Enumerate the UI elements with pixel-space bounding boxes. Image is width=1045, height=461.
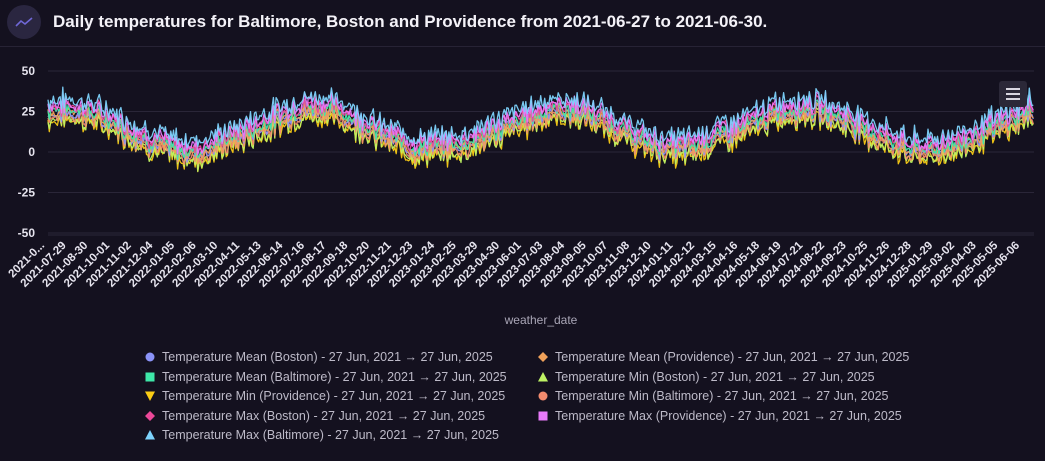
- chart-header: Daily temperatures for Baltimore, Boston…: [0, 0, 1045, 47]
- legend-marker-icon: [143, 389, 157, 403]
- y-tick-label: -50: [18, 226, 36, 240]
- legend-marker-icon: [536, 370, 550, 384]
- legend-label: Temperature Max (Boston) - 27 Jun, 2021 …: [162, 408, 486, 423]
- legend-item[interactable]: Temperature Max (Providence) - 27 Jun, 2…: [536, 407, 936, 426]
- legend-label: Temperature Max (Providence) - 27 Jun, 2…: [555, 408, 902, 423]
- legend-marker-icon: [536, 389, 550, 403]
- chart-legend: Temperature Mean (Boston) - 27 Jun, 2021…: [143, 348, 943, 445]
- legend-marker-icon: [143, 428, 157, 442]
- legend-item[interactable]: Temperature Mean (Providence) - 27 Jun, …: [536, 348, 936, 367]
- line-chart: 50250-25-502021-0...2021-07-292021-08-30…: [7, 64, 1034, 327]
- legend-label: Temperature Min (Boston) - 27 Jun, 2021 …: [555, 369, 875, 384]
- hamburger-menu-icon[interactable]: [999, 81, 1027, 107]
- legend-marker-icon: [143, 370, 157, 384]
- series-line: [47, 86, 1034, 149]
- legend-marker-icon: [536, 409, 550, 423]
- series-line: [47, 91, 1034, 156]
- legend-marker-icon: [536, 350, 550, 364]
- legend-item[interactable]: Temperature Mean (Boston) - 27 Jun, 2021…: [143, 348, 536, 367]
- legend-item[interactable]: Temperature Min (Baltimore) - 27 Jun, 20…: [536, 387, 936, 406]
- legend-marker-icon: [143, 409, 157, 423]
- legend-label: Temperature Max (Baltimore) - 27 Jun, 20…: [162, 428, 499, 443]
- legend-item[interactable]: Temperature Max (Boston) - 27 Jun, 2021 …: [143, 407, 536, 426]
- y-tick-label: 25: [22, 105, 36, 119]
- y-tick-label: -25: [18, 186, 36, 200]
- legend-marker-icon: [143, 350, 157, 364]
- legend-label: Temperature Min (Providence) - 27 Jun, 2…: [162, 389, 506, 404]
- legend-label: Temperature Mean (Providence) - 27 Jun, …: [555, 350, 910, 365]
- legend-item[interactable]: Temperature Max (Baltimore) - 27 Jun, 20…: [143, 426, 536, 445]
- legend-label: Temperature Mean (Boston) - 27 Jun, 2021…: [162, 350, 493, 365]
- x-axis-title: weather_date: [504, 313, 578, 327]
- legend-label: Temperature Mean (Baltimore) - 27 Jun, 2…: [162, 369, 507, 384]
- y-tick-label: 0: [28, 145, 35, 159]
- y-tick-label: 50: [22, 64, 36, 78]
- chart-title: Daily temperatures for Baltimore, Boston…: [53, 12, 768, 31]
- legend-item[interactable]: Temperature Min (Providence) - 27 Jun, 2…: [143, 387, 536, 406]
- legend-label: Temperature Min (Baltimore) - 27 Jun, 20…: [555, 389, 889, 404]
- legend-item[interactable]: Temperature Mean (Baltimore) - 27 Jun, 2…: [143, 368, 536, 387]
- legend-item[interactable]: Temperature Min (Boston) - 27 Jun, 2021 …: [536, 368, 936, 387]
- line-chart-icon: [7, 5, 41, 39]
